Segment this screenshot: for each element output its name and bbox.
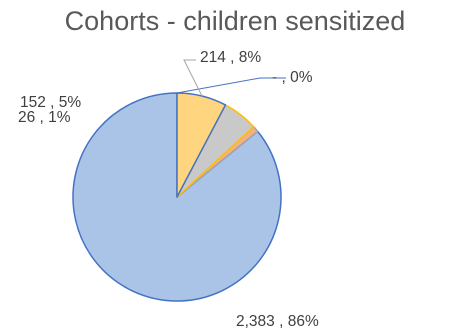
data-labels: - , 0% 2,383 , 86% 26 , 1%152 , 5% 214 , 8% xyxy=(18,49,319,330)
chart-title: Cohorts - children sensitized xyxy=(65,6,406,36)
data-label: 152 , 5% xyxy=(20,94,81,111)
data-label: 214 , 8% xyxy=(200,49,261,66)
leader-line-zero xyxy=(176,77,286,94)
leader-line-214 xyxy=(183,59,203,97)
data-label: 26 , 1% xyxy=(18,109,71,126)
pie-slices xyxy=(72,92,282,302)
leader-lines xyxy=(176,59,286,97)
data-label: 2,383 , 86% xyxy=(236,313,319,330)
data-label: - , 0% xyxy=(272,69,313,86)
